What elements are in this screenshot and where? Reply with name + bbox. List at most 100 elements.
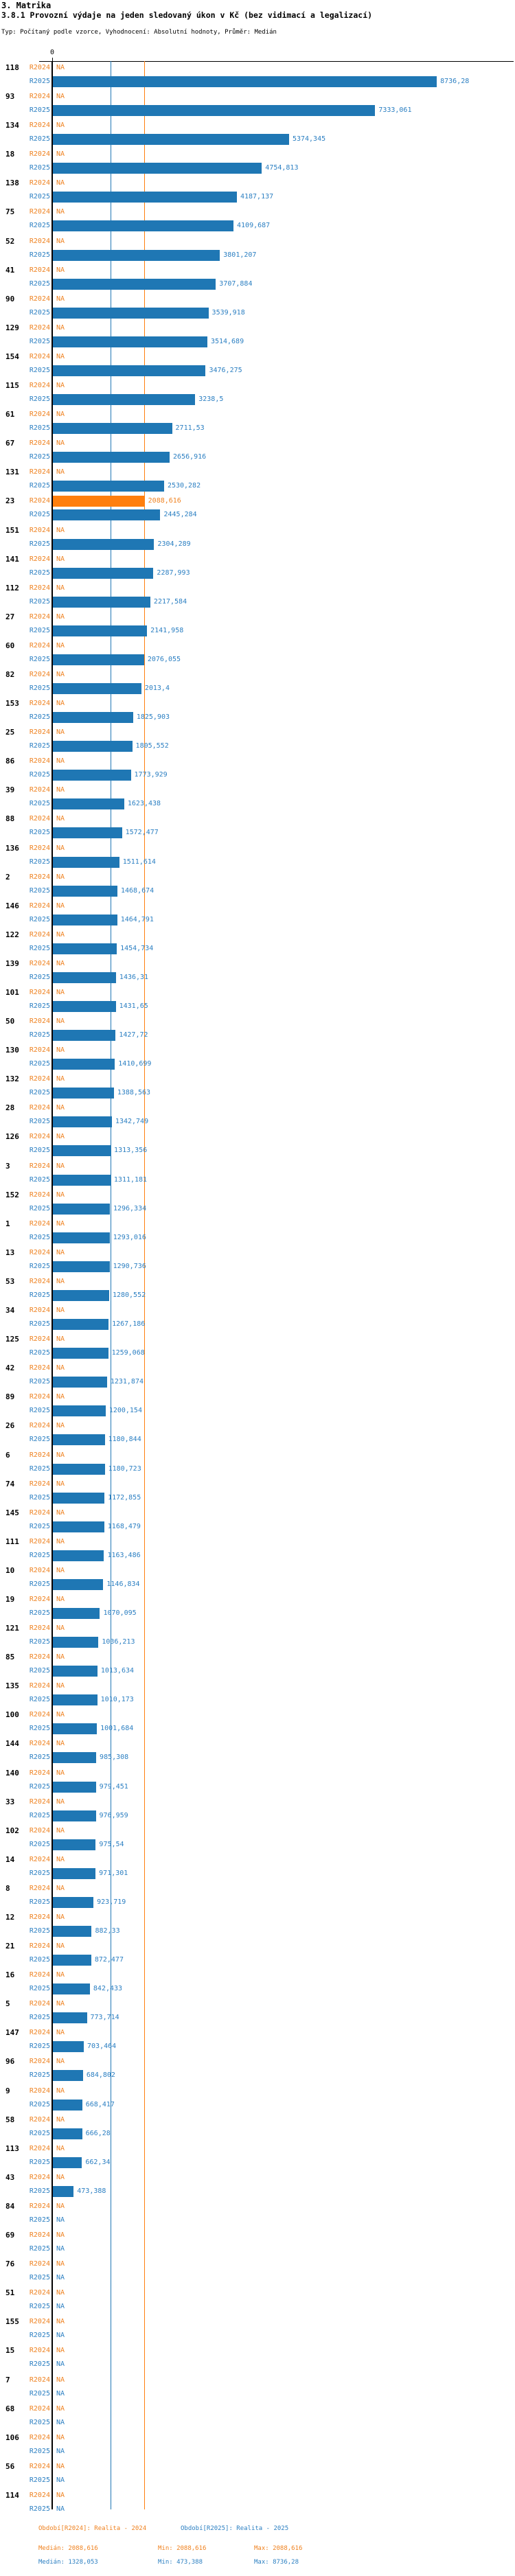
series-label: R2024: [29, 1740, 50, 1748]
bar-group: 61 R2024 NA R2025 2711,53: [0, 409, 515, 438]
bar-row-r2025: R2025 NA: [0, 2504, 515, 2515]
series-label: R2025: [29, 308, 50, 317]
row-id: 89: [5, 1392, 15, 1402]
bar-group: 28 R2024 NA R2025 1342,749: [0, 1103, 515, 1131]
series-label: R2025: [29, 1262, 50, 1270]
bar-row-r2025: R2025 1293,016: [0, 1232, 515, 1243]
bar-group: 93 R2024 NA R2025 7333,061: [0, 91, 515, 120]
bar-row-r2024: R2024 NA: [0, 843, 515, 854]
na-label: NA: [56, 901, 65, 910]
series-label: R2025: [29, 1320, 50, 1329]
value-label: 668,417: [85, 2100, 115, 2108]
series-label: R2025: [29, 1031, 50, 1039]
bar-r2025: [53, 1116, 112, 1128]
bar-group: 12 R2024 NA R2025 882,33: [0, 1912, 515, 1941]
na-label: NA: [56, 2389, 65, 2397]
bar-row-r2024: R2024 NA: [0, 2056, 515, 2067]
row-id: 76: [5, 2259, 15, 2269]
series-label: R2024: [29, 1855, 50, 1863]
row-id: 41: [5, 265, 15, 275]
series-label: R2024: [29, 1075, 50, 1083]
bar-group: 144 R2024 NA R2025 985,308: [0, 1738, 515, 1767]
bar-r2025: [53, 1578, 104, 1590]
na-label: NA: [56, 959, 65, 967]
value-label: 473,388: [77, 2187, 106, 2195]
bar-row-r2025: R2025 1773,929: [0, 770, 515, 781]
na-label: NA: [56, 1624, 65, 1633]
bar-group: 140 R2024 NA R2025 979,451: [0, 1768, 515, 1797]
bar-row-r2024: R2024 NA: [0, 612, 515, 623]
series-label: R2025: [29, 2216, 50, 2224]
series-label: R2024: [29, 1884, 50, 1892]
bar-row-r2024: R2024 NA: [0, 178, 515, 189]
row-id: 3: [5, 1161, 10, 1171]
series-label: R2024: [29, 2029, 50, 2037]
stat-max-2025: Max: 8736,28: [254, 2559, 299, 2566]
bar-row-r2025: R2025 1468,674: [0, 885, 515, 897]
bar-row-r2025: R2025 473,388: [0, 2185, 515, 2197]
series-label: R2024: [29, 1653, 50, 1661]
series-label: R2025: [29, 771, 50, 779]
na-label: NA: [56, 844, 65, 852]
na-label: NA: [56, 64, 65, 71]
series-label: R2024: [29, 1711, 50, 1719]
bar-row-r2024: R2024 NA: [0, 2345, 515, 2356]
na-label: NA: [56, 1711, 65, 1719]
series-label: R2025: [29, 2014, 50, 2022]
series-label: R2024: [29, 352, 50, 360]
bar-group: 5 R2024 NA R2025 773,714: [0, 1999, 515, 2027]
na-label: NA: [56, 2245, 65, 2253]
na-label: NA: [56, 179, 65, 187]
na-label: NA: [56, 237, 65, 245]
bar-row-r2025: R2025 1454,734: [0, 943, 515, 954]
bar-group: 155 R2024 NA R2025 NA: [0, 2316, 515, 2345]
bar-group: 52 R2024 NA R2025 3801,207: [0, 236, 515, 265]
row-id: 140: [5, 1768, 19, 1778]
value-label: 1172,855: [108, 1493, 141, 1502]
bar-row-r2024: R2024 NA: [0, 814, 515, 825]
bar-row-r2024: R2024 NA: [0, 1131, 515, 1142]
chart-meta: Typ: Počítaný podle vzorce, Vyhodnocení:…: [1, 29, 277, 36]
series-label: R2024: [29, 1595, 50, 1603]
bar-group: 100 R2024 NA R2025 1001,684: [0, 1710, 515, 1738]
series-label: R2024: [29, 2144, 50, 2152]
series-label: R2025: [29, 886, 50, 895]
value-label: 1259,068: [111, 1349, 145, 1357]
bar-r2025: [53, 827, 122, 839]
series-label: R2025: [29, 1927, 50, 1935]
bar-row-r2024: R2024 NA: [0, 669, 515, 680]
bar-r2025: [53, 423, 172, 435]
row-id: 75: [5, 207, 15, 217]
bar-group: 101 R2024 NA R2025 1431,65: [0, 987, 515, 1016]
row-id: 12: [5, 1913, 15, 1922]
value-label: 1168,479: [107, 1522, 141, 1530]
bar-r2025: [53, 163, 262, 174]
bar-group: 131 R2024 NA R2025 2530,282: [0, 467, 515, 496]
bar-row-r2025: R2025 1200,154: [0, 1405, 515, 1417]
series-label: R2025: [29, 2187, 50, 2195]
value-label: 1388,563: [117, 1089, 151, 1097]
x-axis-line: [39, 61, 514, 62]
bar-row-r2025: R2025 1168,479: [0, 1521, 515, 1532]
value-label: 1290,736: [113, 1262, 146, 1270]
series-label: R2025: [29, 2043, 50, 2051]
na-label: NA: [56, 1537, 65, 1545]
bar-row-r2025: R2025 1280,552: [0, 1289, 515, 1301]
na-label: NA: [56, 2231, 65, 2240]
bar-row-r2024: R2024 NA: [0, 91, 515, 102]
row-id: 61: [5, 410, 15, 419]
series-label: R2024: [29, 208, 50, 216]
bar-r2025: [53, 2185, 74, 2197]
series-label: R2024: [29, 1046, 50, 1055]
bar-row-r2025: R2025 1267,186: [0, 1319, 515, 1331]
bar-r2025: [53, 1694, 98, 1706]
bar-row-r2024: R2024 NA: [0, 1970, 515, 1981]
bar-row-r2025: R2025 842,433: [0, 1983, 515, 1995]
row-id: 151: [5, 525, 19, 535]
series-label: R2025: [29, 944, 50, 952]
na-label: NA: [56, 1017, 65, 1026]
row-id: 112: [5, 583, 19, 593]
na-label: NA: [56, 2144, 65, 2152]
bar-r2025: [53, 1463, 105, 1475]
na-label: NA: [56, 352, 65, 360]
